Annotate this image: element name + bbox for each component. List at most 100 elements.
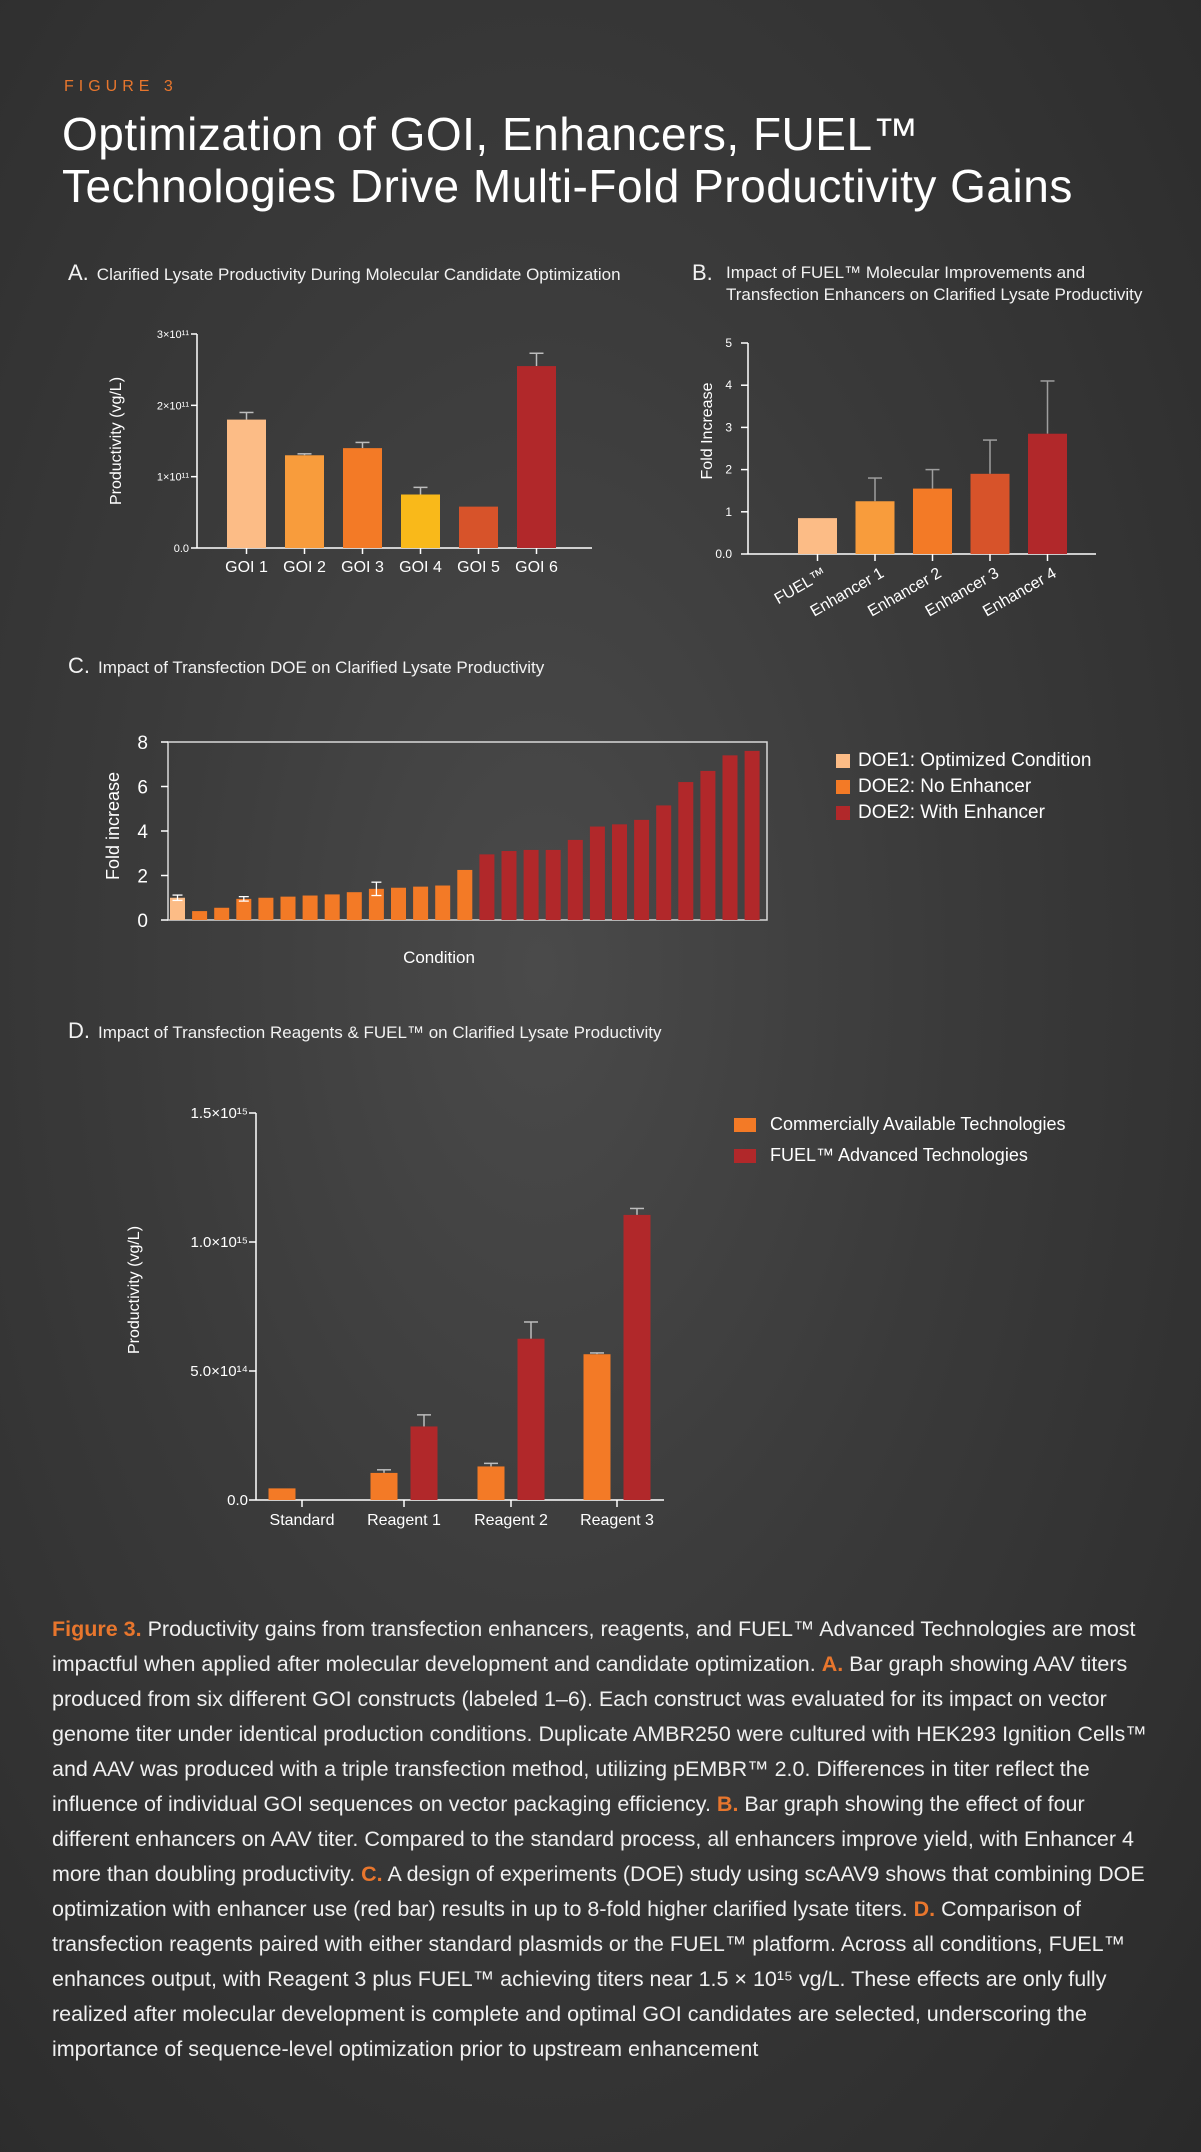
d-y-tick-label: 1.5×10¹⁵ bbox=[190, 1105, 248, 1122]
caption-a-text: Bar graph showing AAV titers produced fr… bbox=[52, 1652, 1147, 1816]
panel-a-heading: A. Clarified Lysate Productivity During M… bbox=[68, 262, 621, 286]
c-bar bbox=[589, 826, 605, 920]
c-bar bbox=[612, 824, 627, 920]
a-bar bbox=[285, 455, 324, 548]
d-x-tick-label: Standard bbox=[270, 1512, 335, 1529]
page-title: Optimization of GOI, Enhancers, FUEL™ Te… bbox=[62, 108, 1073, 212]
c-bar bbox=[324, 894, 340, 920]
title-line-2: Technologies Drive Multi-Fold Productivi… bbox=[62, 160, 1073, 212]
a-bar bbox=[401, 494, 440, 548]
caption-d-label: D. bbox=[913, 1897, 936, 1921]
a-y-tick-label: 2×10¹¹ bbox=[157, 400, 189, 412]
charts-canvas: 0.0 1×10¹¹ 2×10¹¹ 3×10¹¹ GOI 1 GOI 2 GOI 3 GOI … bbox=[103, 329, 1067, 1529]
legend-d-item-2: FUEL™ Advanced Technologies bbox=[734, 1140, 1066, 1171]
figure-label: FIGURE 3 bbox=[64, 78, 178, 95]
c-bar bbox=[368, 888, 384, 920]
c-bar bbox=[567, 839, 583, 920]
legend-c-label-3: DOE2: With Enhancer bbox=[858, 802, 1045, 823]
a-y-tick-label: 0.0 bbox=[174, 543, 189, 555]
c-bar bbox=[170, 897, 185, 920]
legend-d-label-2: FUEL™ Advanced Technologies bbox=[770, 1145, 1028, 1165]
c-y-axis-label: Fold increase bbox=[103, 772, 123, 880]
b-y-tick-label: 0.0 bbox=[715, 547, 732, 561]
legend-c-label-1: DOE1: Optimized Condition bbox=[858, 750, 1092, 771]
a-y-tick-label: 3×10¹¹ bbox=[157, 329, 189, 341]
c-bar bbox=[236, 898, 252, 920]
c-bar bbox=[280, 896, 296, 920]
c-bar bbox=[258, 897, 274, 920]
legend-c-item-2: DOE2: No Enhancer bbox=[836, 774, 1091, 800]
title-line-1: Optimization of GOI, Enhancers, FUEL™ bbox=[62, 108, 920, 160]
d-x-tick-label: Reagent 3 bbox=[580, 1512, 654, 1529]
a-x-tick-label: GOI 5 bbox=[457, 559, 500, 576]
legend-c-item-3: DOE2: With Enhancer bbox=[836, 800, 1091, 826]
a-bar bbox=[227, 419, 266, 548]
c-bar bbox=[678, 782, 694, 920]
legend-c-swatch-3 bbox=[836, 806, 850, 820]
panel-c-letter: C. bbox=[68, 653, 90, 678]
caption-c-label: C. bbox=[361, 1862, 383, 1886]
panel-b-heading: B. Impact of FUEL™ Molecular Improvements… bbox=[692, 262, 1172, 306]
b-y-tick-label: 5 bbox=[725, 336, 732, 350]
d-bar bbox=[623, 1214, 651, 1500]
c-bar bbox=[501, 851, 517, 920]
a-bar bbox=[343, 448, 382, 548]
d-bar bbox=[370, 1472, 398, 1500]
c-y-tick-label: 6 bbox=[137, 778, 148, 799]
panel-c-title: Impact of Transfection DOE on Clarified … bbox=[98, 658, 545, 677]
c-bar bbox=[302, 895, 318, 920]
c-bar bbox=[435, 885, 451, 920]
b-bar bbox=[1028, 433, 1067, 554]
d-x-tick-label: Reagent 1 bbox=[367, 1512, 441, 1529]
c-bar bbox=[479, 854, 495, 920]
a-y-axis-label: Productivity (vg/L) bbox=[108, 377, 125, 505]
b-bar bbox=[855, 501, 895, 554]
c-bar bbox=[413, 886, 429, 920]
caption-figure-ref: Figure 3. bbox=[52, 1617, 142, 1641]
d-x-tick-label: Reagent 2 bbox=[474, 1512, 548, 1529]
a-x-tick-label: GOI 2 bbox=[283, 559, 326, 576]
legend-d: Commercially Available Technologies FUEL… bbox=[734, 1109, 1066, 1171]
panel-c-heading: C. Impact of Transfection DOE on Clarifie… bbox=[68, 655, 544, 679]
c-bar bbox=[744, 750, 760, 920]
legend-c-swatch-1 bbox=[836, 754, 850, 768]
d-bar bbox=[410, 1426, 438, 1500]
panel-a-title: Clarified Lysate Productivity During Mol… bbox=[96, 265, 621, 284]
a-x-tick-label: GOI 3 bbox=[341, 559, 384, 576]
d-y-tick-label: 1.0×10¹⁵ bbox=[190, 1234, 248, 1251]
c-y-tick-label: 8 bbox=[137, 733, 148, 754]
d-y-tick-label: 5.0×10¹⁴ bbox=[190, 1363, 248, 1380]
c-bar bbox=[391, 887, 406, 920]
c-bar bbox=[656, 805, 672, 920]
a-bar bbox=[459, 506, 498, 548]
panel-b-title: Impact of FUEL™ Molecular Improvements a… bbox=[726, 263, 1143, 304]
legend-c-item-1: DOE1: Optimized Condition bbox=[836, 748, 1091, 774]
c-y-tick-label: 4 bbox=[137, 822, 148, 843]
a-x-tick-label: GOI 6 bbox=[515, 559, 558, 576]
c-bar bbox=[545, 849, 561, 920]
d-bar bbox=[583, 1354, 611, 1500]
panel-a-letter: A. bbox=[68, 260, 89, 285]
caption-b-text: Bar graph showing the effect of four dif… bbox=[52, 1792, 1134, 1886]
legend-c: DOE1: Optimized Condition DOE2: No Enhan… bbox=[836, 748, 1091, 826]
a-x-tick-label: GOI 1 bbox=[225, 559, 268, 576]
b-y-tick-label: 2 bbox=[725, 463, 732, 477]
a-x-tick-label: GOI 4 bbox=[399, 559, 442, 576]
caption-intro: Productivity gains from transfection enh… bbox=[52, 1617, 1136, 1676]
d-bar bbox=[517, 1338, 545, 1500]
c-x-axis-label: Condition bbox=[403, 948, 475, 967]
panel-d-letter: D. bbox=[68, 1018, 90, 1043]
c-bar bbox=[192, 911, 208, 920]
a-bar bbox=[517, 366, 556, 548]
legend-d-swatch-2 bbox=[734, 1148, 756, 1163]
b-bar bbox=[913, 488, 952, 554]
legend-c-label-2: DOE2: No Enhancer bbox=[858, 776, 1032, 797]
legend-d-swatch-1 bbox=[734, 1117, 756, 1132]
b-y-tick-label: 1 bbox=[725, 505, 732, 519]
a-y-tick-label: 1×10¹¹ bbox=[157, 472, 189, 484]
c-bar bbox=[523, 849, 539, 920]
panel-d-title: Impact of Transfection Reagents & FUEL™ … bbox=[98, 1023, 662, 1042]
c-bar bbox=[722, 755, 738, 920]
d-bar bbox=[268, 1488, 296, 1500]
c-y-tick-label: 0 bbox=[137, 911, 148, 932]
